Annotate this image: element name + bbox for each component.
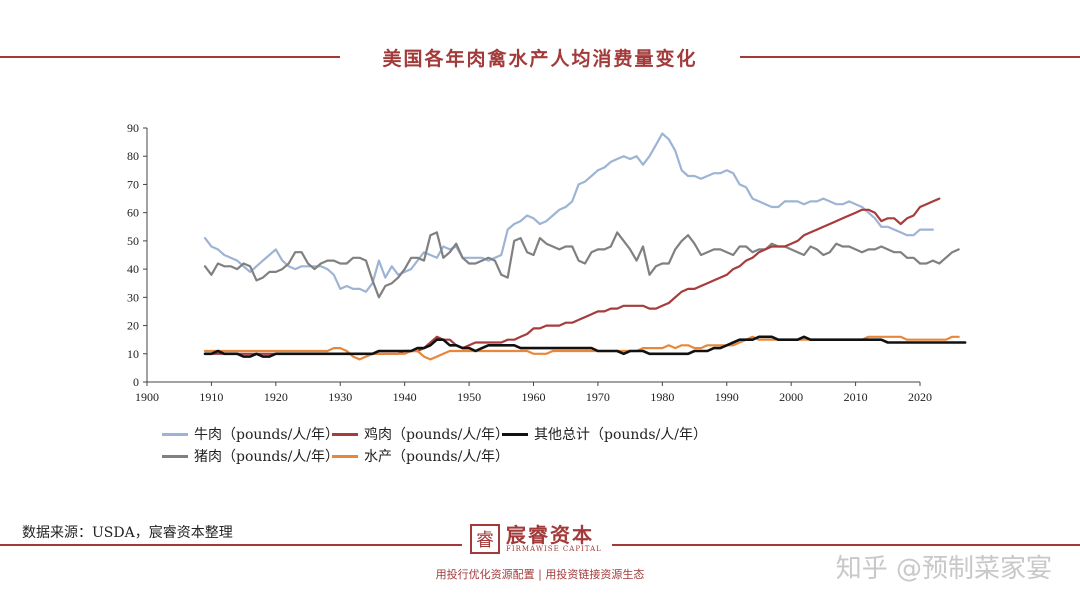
series-line-2 xyxy=(203,231,960,299)
x-tick-label: 1950 xyxy=(457,390,481,404)
brand-subtitle: FIRMAWISE CAPITAL xyxy=(506,545,602,553)
legend-swatch-chicken xyxy=(332,432,358,436)
brand-name: 宸睿资本 xyxy=(506,523,594,547)
watermark: 知乎 @预制菜家宴 xyxy=(835,554,1052,584)
legend-pork: 猪肉（pounds/人/年） xyxy=(162,446,339,466)
x-tick-label: 2010 xyxy=(844,390,868,404)
legend-label-pork: 猪肉（pounds/人/年） xyxy=(194,449,340,465)
legend-label-chicken: 鸡肉（pounds/人/年） xyxy=(364,427,510,443)
legend-swatch-beef xyxy=(162,432,188,436)
series-line-0 xyxy=(203,132,935,293)
brand-logo-mark: 睿 xyxy=(470,524,500,554)
title-rule-left xyxy=(0,56,340,58)
y-tick-label: 10 xyxy=(127,347,139,361)
x-tick-label: 1960 xyxy=(522,390,546,404)
x-tick-label: 1980 xyxy=(650,390,674,404)
footer-rule-left xyxy=(0,544,462,546)
legend-swatch-seafood xyxy=(332,454,358,458)
y-tick-label: 20 xyxy=(127,319,139,333)
y-tick-label: 80 xyxy=(127,149,139,163)
x-tick-label: 2000 xyxy=(779,390,803,404)
brand-slogan: 用投行优化资源配置 | 用投资链接资源生态 xyxy=(435,568,645,581)
y-tick-label: 50 xyxy=(127,234,139,248)
y-tick-label: 40 xyxy=(127,262,139,276)
chart-title: 美国各年肉禽水产人均消费量变化 xyxy=(0,44,1080,71)
y-tick-label: 60 xyxy=(127,206,139,220)
legend-swatch-pork xyxy=(162,454,188,458)
x-tick-label: 1900 xyxy=(135,390,159,404)
chart-series xyxy=(203,132,967,361)
legend-swatch-other xyxy=(502,432,528,436)
chart-axes: 0 10 20 30 40 50 60 70 80 90 1900 1910 1920 1930 1940 1… xyxy=(127,121,932,404)
x-tick-label: 1930 xyxy=(328,390,352,404)
x-tick-label: 1910 xyxy=(199,390,223,404)
x-tick-label: 1940 xyxy=(393,390,417,404)
legend-seafood: 水产（pounds/人/年） xyxy=(332,446,509,466)
legend-chicken: 鸡肉（pounds/人/年） xyxy=(332,424,509,444)
legend-label-other: 其他总计（pounds/人/年） xyxy=(534,427,708,443)
series-line-4 xyxy=(203,335,967,358)
legend-label-beef: 牛肉（pounds/人/年） xyxy=(194,427,340,443)
legend-beef: 牛肉（pounds/人/年） xyxy=(162,424,339,444)
y-tick-label: 70 xyxy=(127,177,139,191)
y-tick-label: 30 xyxy=(127,290,139,304)
legend-label-seafood: 水产（pounds/人/年） xyxy=(364,449,510,465)
y-tick-label: 90 xyxy=(127,121,139,135)
data-source-note: 数据来源：USDA，宸睿资本整理 xyxy=(22,525,233,541)
series-line-1 xyxy=(203,197,941,355)
title-rule-right xyxy=(740,56,1080,58)
x-tick-label: 1920 xyxy=(264,390,288,404)
brand-logo: 睿 宸睿资本 FIRMAWISE CAPITAL xyxy=(470,524,602,554)
line-chart: 0 10 20 30 40 50 60 70 80 90 1900 1910 1920 1930 1940 1… xyxy=(127,121,967,404)
footer-rule-right xyxy=(612,544,1080,546)
x-tick-label: 1990 xyxy=(715,390,739,404)
x-tick-label: 1970 xyxy=(586,390,610,404)
y-tick-label: 0 xyxy=(133,375,139,389)
x-tick-label: 2020 xyxy=(908,390,932,404)
legend-other: 其他总计（pounds/人/年） xyxy=(502,424,707,444)
